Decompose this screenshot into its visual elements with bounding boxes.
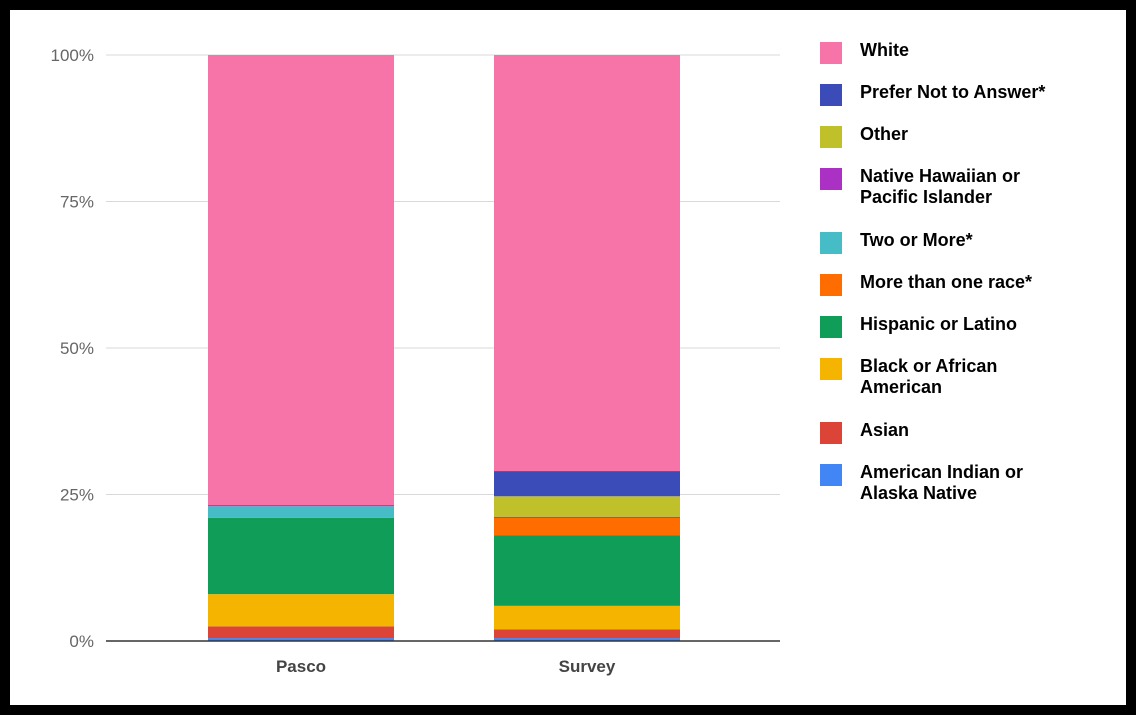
- legend-label: Two or More*: [860, 230, 973, 250]
- bar-segment: [208, 506, 394, 518]
- bar-segment: [208, 594, 394, 627]
- bar-segment: [208, 505, 394, 507]
- legend-swatch: [820, 42, 842, 64]
- legend-swatch: [820, 168, 842, 190]
- legend-swatch: [820, 274, 842, 296]
- legend-label: Black or African American: [860, 356, 998, 397]
- y-tick-label: 50%: [60, 339, 94, 358]
- legend-item-native-hawaiian: Native Hawaiian or Pacific Islander: [820, 166, 1136, 208]
- legend-item-more-than-one-race: More than one race*: [820, 272, 1136, 296]
- legend-label: Hispanic or Latino: [860, 314, 1018, 334]
- legend-item-asian: Asian: [820, 420, 1136, 444]
- bar-segment: [208, 626, 394, 639]
- legend-item-black-or-african-american: Black or African American: [820, 356, 1136, 398]
- x-tick-label: Pasco: [276, 657, 326, 676]
- bar-segment: [494, 55, 680, 472]
- legend-label: Prefer Not to Answer*: [860, 82, 1046, 102]
- legend-swatch: [820, 126, 842, 148]
- y-tick-label: 100%: [51, 46, 94, 65]
- bar-segment: [494, 496, 680, 517]
- legend-swatch: [820, 358, 842, 380]
- y-tick-label: 25%: [60, 486, 94, 505]
- legend-item-white: White: [820, 40, 1136, 64]
- bar-segment: [208, 638, 394, 641]
- legend-swatch: [820, 84, 842, 106]
- bar-segment: [494, 471, 680, 497]
- legend-label: Other: [860, 124, 909, 144]
- bar-segment: [208, 55, 394, 506]
- x-tick-label: Survey: [559, 657, 616, 676]
- bar-segment: [494, 535, 680, 606]
- legend-item-american-indian: American Indian or Alaska Native: [820, 462, 1136, 504]
- bar-segment: [494, 516, 680, 518]
- legend-swatch: [820, 422, 842, 444]
- legend-swatch: [820, 232, 842, 254]
- legend-swatch: [820, 316, 842, 338]
- legend-item-other: Other: [820, 124, 1136, 148]
- legend-item-hispanic-or-latino: Hispanic or Latino: [820, 314, 1136, 338]
- y-tick-label: 75%: [60, 193, 94, 212]
- legend-item-two-or-more: Two or More*: [820, 230, 1136, 254]
- legend-label: Native Hawaiian or Pacific Islander: [860, 166, 1021, 207]
- stacked-bar-chart: 0% 25% 50% 75% 100% Pasco Survey: [51, 46, 780, 676]
- bar-segment: [494, 629, 680, 639]
- bar-segment: [494, 605, 680, 630]
- y-tick-label: 0%: [69, 632, 94, 651]
- legend-label: American Indian or Alaska Native: [860, 462, 1024, 503]
- legend-item-prefer-not-to-answer: Prefer Not to Answer*: [820, 82, 1136, 106]
- legend-label: More than one race*: [860, 272, 1033, 292]
- bar-segment: [494, 517, 680, 536]
- legend-label: White: [860, 40, 909, 60]
- legend-label: Asian: [860, 420, 910, 440]
- bar-segment: [494, 638, 680, 641]
- bar-segment: [208, 517, 394, 595]
- legend-swatch: [820, 464, 842, 486]
